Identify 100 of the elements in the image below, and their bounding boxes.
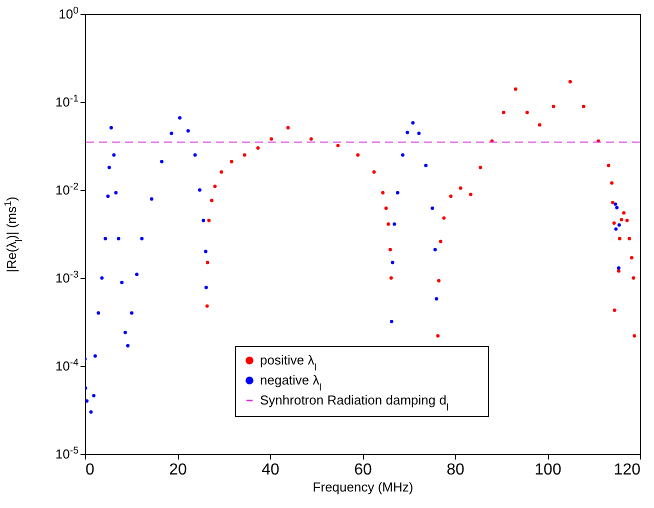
point [390,320,394,324]
point [336,144,340,148]
point [220,170,224,174]
point [449,194,453,198]
point [411,121,415,125]
point [616,266,620,270]
point [89,410,93,414]
point [612,221,616,225]
point [126,344,130,348]
point [210,198,214,202]
point [135,272,139,276]
point [150,197,154,201]
point [468,192,472,196]
point [438,240,442,244]
point [108,166,111,170]
point [478,166,482,170]
point [230,160,234,164]
point [538,123,542,127]
point [610,181,614,185]
point [614,227,618,231]
point [625,218,629,222]
point [372,170,376,174]
point [552,104,556,108]
point [193,153,197,157]
point [606,164,610,168]
y-tick-label: 10$^{-2}$ [55,181,78,198]
point [617,223,621,227]
point [614,202,618,206]
point [242,153,246,157]
x-tick-label: 20 [169,462,187,478]
point [130,311,134,315]
point [120,280,124,284]
point [186,129,190,133]
point [616,269,620,273]
point [424,164,428,168]
point [612,308,616,312]
point [628,236,632,240]
point [417,132,421,136]
legend-label: positive λ$_{l}$ [260,352,316,373]
x-axis-title: Frequency (MHz) [312,480,414,494]
point [632,276,636,280]
point [100,276,104,280]
point [104,236,108,240]
y-tick-label: 10$^{-1}$ [55,93,78,110]
point [96,311,100,315]
point [160,160,164,164]
point [207,218,211,222]
point [140,236,144,240]
point [112,153,116,157]
point [124,330,127,334]
point [381,191,385,194]
x-tick-label: 60 [354,462,372,478]
x-tick-label: 0 [86,462,94,478]
point [256,146,260,150]
point [622,211,626,215]
y-tick-label: 10$^{-4}$ [55,357,80,374]
point [388,248,392,252]
point [386,222,390,226]
point [401,153,404,157]
x-tick-label: 100 [534,462,562,478]
y-tick-label: 10$^{0}$ [58,5,80,22]
point [205,304,209,308]
point [502,110,506,114]
point [92,394,96,398]
x-tick-label: 80 [446,462,464,478]
point [615,206,619,210]
x-tick-label: 120 [614,462,641,478]
point [433,248,437,252]
point [525,110,529,114]
point [116,236,120,240]
point [396,191,400,194]
point [618,236,622,240]
point [114,191,118,194]
point [206,260,210,264]
point [106,194,110,198]
point [430,206,434,210]
point [514,87,518,91]
point [286,126,290,130]
point [620,218,624,222]
point [178,116,182,120]
point [632,334,636,338]
point [93,354,97,358]
legend-label: Synhrotron Radiation damping d$_{l}$ [260,392,449,413]
point [356,153,360,157]
point [202,218,206,222]
point [390,260,394,264]
point [458,186,462,190]
point [309,137,313,141]
point [109,126,113,130]
point [630,256,634,260]
point [204,250,208,254]
point [384,206,388,210]
point [392,222,396,226]
point [442,216,446,220]
point [568,80,572,84]
point [204,286,208,290]
point [270,137,274,141]
legend-label: negative λ$_{l}$ [260,372,322,393]
point [389,276,393,280]
point [85,399,89,403]
